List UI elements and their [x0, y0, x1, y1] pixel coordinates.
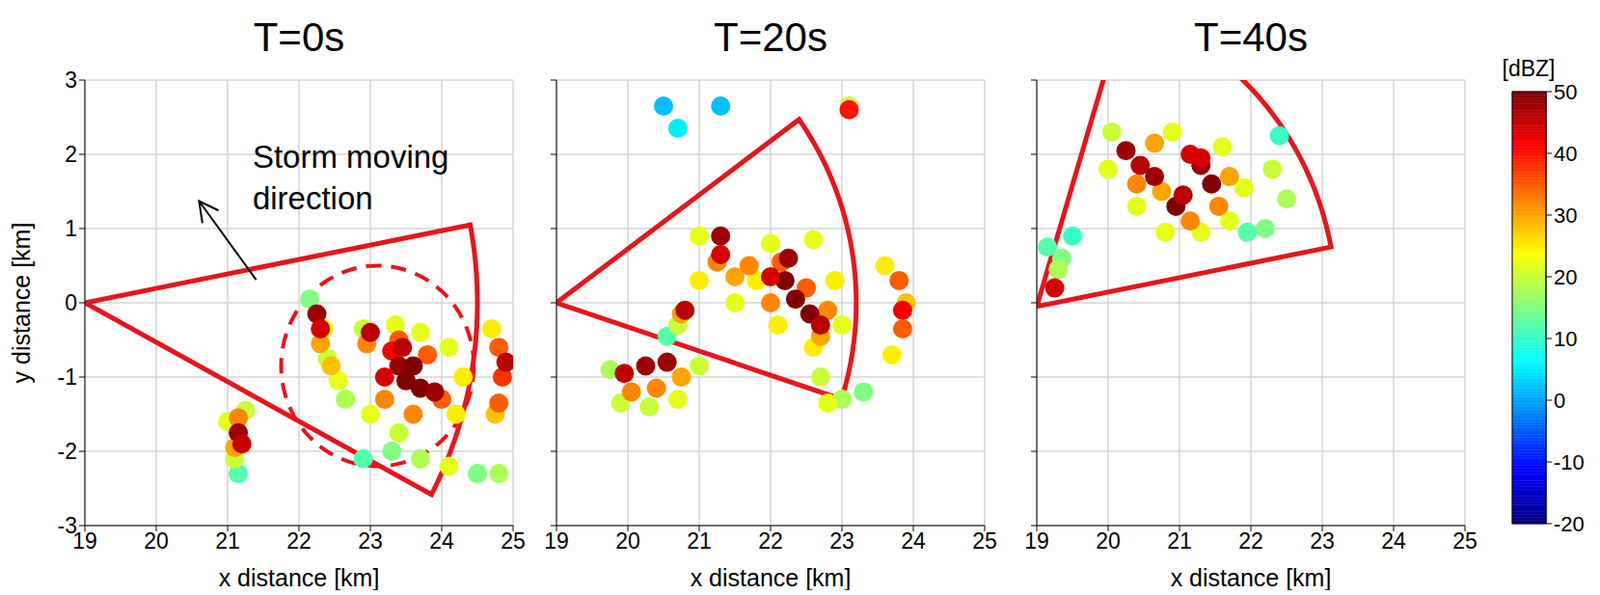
svg-text:24: 24 [429, 528, 455, 554]
svg-text:21: 21 [686, 528, 712, 554]
svg-text:22: 22 [1238, 528, 1264, 554]
svg-text:21: 21 [215, 528, 241, 554]
svg-text:23: 23 [357, 528, 383, 554]
html-text:T=0s: T=0s [253, 14, 345, 60]
svg-text:10: 10 [1553, 326, 1577, 352]
svg-text:19: 19 [543, 528, 570, 554]
html-text:T=40s: T=40s [1193, 14, 1308, 60]
svg-text:1: 1 [64, 216, 78, 242]
svg-text:21: 21 [1166, 528, 1193, 554]
svg-text:24: 24 [900, 528, 926, 554]
svg-text:-20: -20 [1553, 512, 1585, 537]
svg-text:0: 0 [64, 290, 78, 316]
svg-text:20: 20 [1553, 265, 1577, 290]
svg-text:x distance [km]: x distance [km] [218, 564, 380, 591]
svg-text:40: 40 [1553, 141, 1577, 166]
svg-text:25: 25 [972, 528, 998, 554]
svg-text:19: 19 [72, 528, 98, 554]
svg-text:22: 22 [286, 528, 312, 554]
svg-text:19: 19 [1024, 528, 1050, 554]
svg-text:23: 23 [1309, 528, 1335, 554]
svg-text:2: 2 [64, 141, 78, 167]
svg-text:x distance [km]: x distance [km] [1170, 564, 1332, 591]
svg-text:20: 20 [143, 528, 169, 554]
html-text:[dBZ]: [dBZ] [1502, 55, 1556, 82]
svg-text:20: 20 [615, 528, 641, 554]
html-text:y distance [km]: y distance [km] [7, 222, 35, 384]
svg-text:0: 0 [1553, 388, 1566, 413]
svg-text:23: 23 [829, 528, 855, 554]
svg-text:25: 25 [500, 528, 526, 554]
svg-text:x distance [km]: x distance [km] [690, 564, 852, 591]
svg-text:24: 24 [1381, 528, 1407, 554]
svg-text:3: 3 [64, 67, 78, 93]
svg-text:50: 50 [1553, 80, 1577, 105]
svg-text:Storm movingdirection: Storm movingdirection [252, 137, 450, 216]
svg-text:-10: -10 [1553, 450, 1585, 475]
svg-text:25: 25 [1452, 528, 1478, 554]
svg-text:30: 30 [1553, 203, 1577, 228]
svg-text:-3: -3 [57, 513, 78, 539]
svg-text:22: 22 [758, 528, 784, 554]
svg-text:-2: -2 [57, 438, 78, 464]
html-text:T=20s: T=20s [713, 14, 828, 60]
svg-text:20: 20 [1095, 528, 1121, 554]
svg-text:-1: -1 [57, 364, 78, 390]
